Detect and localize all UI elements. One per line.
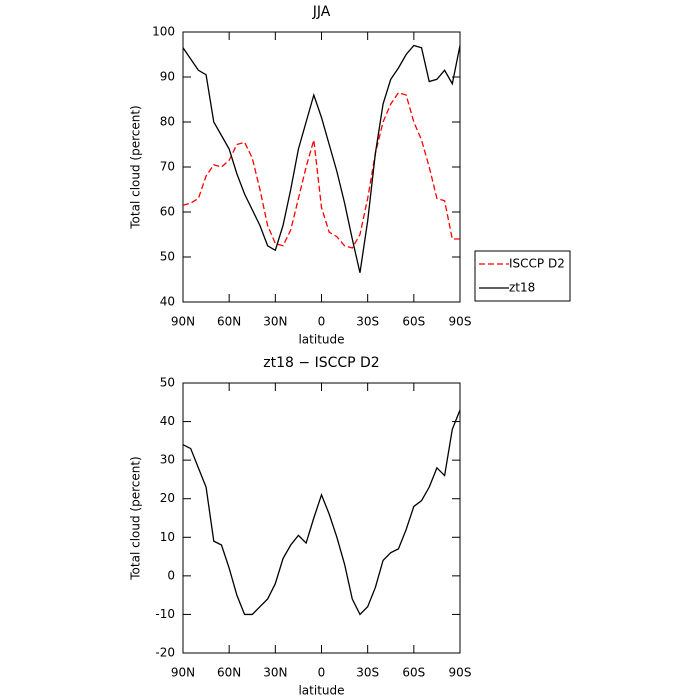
- y-tick-label: -20: [155, 646, 175, 660]
- x-tick-label: 60N: [217, 666, 241, 680]
- y-tick-label: 30: [160, 453, 175, 467]
- data-line: [182, 409, 461, 616]
- y-tick-label: 90: [160, 70, 175, 84]
- y-axis-label: Total cloud (percent): [129, 456, 143, 580]
- legend-box: [474, 250, 571, 302]
- x-tick-label: 0: [318, 315, 326, 329]
- x-tick-label: 60S: [402, 315, 425, 329]
- x-tick-label: 90N: [171, 315, 195, 329]
- y-tick-label: 50: [160, 250, 175, 264]
- x-tick-label: 30N: [263, 315, 287, 329]
- y-tick-label: 40: [160, 414, 175, 428]
- x-tick-label: 60S: [402, 666, 425, 680]
- x-tick-label: 90N: [171, 666, 195, 680]
- y-tick-label: 0: [167, 568, 175, 582]
- y-tick-label: 60: [160, 205, 175, 219]
- x-tick-label: 90S: [449, 315, 472, 329]
- plot-frame: [182, 31, 461, 303]
- x-tick-label: 30S: [356, 315, 379, 329]
- x-axis-label: latitude: [298, 684, 344, 698]
- y-tick-label: 10: [160, 530, 175, 544]
- y-axis-label: Total cloud (percent): [129, 105, 143, 229]
- data-line: [182, 91, 460, 249]
- x-tick-label: 30S: [356, 666, 379, 680]
- y-tick-label: -10: [155, 607, 175, 621]
- y-tick-label: 80: [160, 115, 175, 129]
- y-tick-label: 50: [160, 376, 175, 390]
- chart-title: JJA: [312, 4, 331, 20]
- y-tick-label: 100: [152, 25, 175, 39]
- y-tick-label: 70: [160, 160, 175, 174]
- x-tick-label: 30N: [263, 666, 287, 680]
- x-tick-label: 60N: [217, 315, 241, 329]
- x-tick-label: 0: [318, 666, 326, 680]
- y-tick-label: 20: [160, 491, 175, 505]
- legend-label: zt18: [509, 281, 535, 295]
- x-axis-label: latitude: [298, 333, 344, 347]
- y-tick-label: 40: [160, 295, 175, 309]
- x-tick-label: 90S: [449, 666, 472, 680]
- chart-title: zt18 − ISCCP D2: [263, 355, 379, 371]
- data-line: [182, 44, 461, 273]
- legend-label: ISCCP D2: [509, 257, 565, 271]
- plot-frame: [182, 382, 461, 654]
